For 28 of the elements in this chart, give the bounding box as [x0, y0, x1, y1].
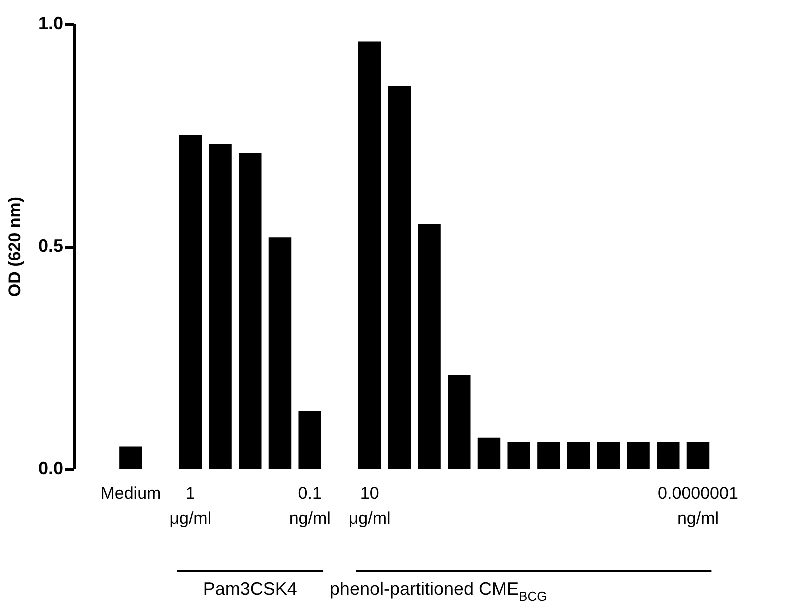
- bar: [448, 376, 471, 469]
- bar: [358, 42, 382, 469]
- bar: [538, 442, 560, 469]
- x-tick-label: Medium: [100, 484, 162, 503]
- bar: [508, 442, 530, 469]
- bar: [597, 442, 620, 469]
- bar: [179, 135, 202, 469]
- bar: [268, 238, 292, 469]
- bar: [239, 153, 262, 469]
- bar: [388, 86, 412, 469]
- text: Pam3CSK4: [203, 579, 298, 599]
- bar: [657, 442, 680, 469]
- x-tick-label: 0.1 ng/ml: [289, 484, 331, 528]
- y-tick-label: 0.0: [38, 458, 64, 478]
- y-tick-label: 0.5: [38, 236, 64, 256]
- x-tick-label: 0.0000001 ng/ml: [658, 484, 738, 528]
- bar: [478, 438, 501, 469]
- bar: [627, 442, 650, 469]
- bar: [418, 224, 441, 469]
- bar: [298, 411, 322, 469]
- y-axis-title: OD (620 nm): [5, 196, 24, 298]
- bar: [567, 442, 590, 469]
- bar: [209, 144, 232, 469]
- bar: [120, 446, 142, 469]
- y-tick-label: 1.0: [38, 14, 64, 34]
- bar: [686, 442, 710, 469]
- x-tick-label: 1 μg/ml: [170, 484, 212, 528]
- x-tick-label: 10 μg/ml: [348, 484, 391, 528]
